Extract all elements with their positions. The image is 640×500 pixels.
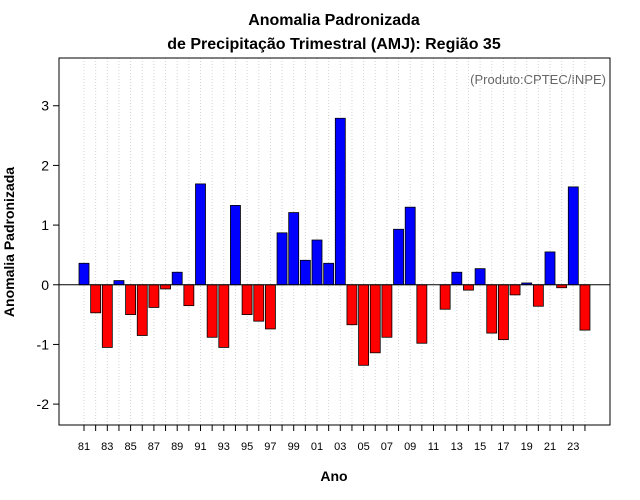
bar-91 <box>195 183 206 286</box>
bar-15 <box>474 268 486 286</box>
bar-89 <box>171 271 183 286</box>
x-tick-label: 01 <box>311 441 323 453</box>
x-tick-label: 85 <box>124 441 136 453</box>
y-tick-label: 2 <box>41 157 49 173</box>
bar-14 <box>463 284 474 291</box>
bar-98 <box>276 232 288 286</box>
bar-16 <box>486 284 498 334</box>
bar-02 <box>323 262 335 286</box>
bar-96 <box>253 284 265 322</box>
x-tick-label: 13 <box>451 441 463 453</box>
x-tick-label: 91 <box>194 441 206 453</box>
bar-20 <box>532 284 544 307</box>
bar-21 <box>544 251 556 286</box>
bar-10 <box>416 284 428 344</box>
bar-00 <box>299 259 311 286</box>
x-axis-title: Ano <box>320 468 347 484</box>
y-axis-title: Anomalia Padronizada <box>1 167 17 317</box>
bar-03 <box>334 117 346 286</box>
bar-08 <box>393 228 404 286</box>
x-tick-label: 95 <box>241 441 253 453</box>
x-tick-label: 09 <box>404 441 416 453</box>
bar-92 <box>206 284 218 338</box>
x-tick-label: 23 <box>567 441 579 453</box>
bar-24 <box>579 284 591 331</box>
bar-82 <box>90 284 102 314</box>
bar-17 <box>497 284 509 341</box>
bar-81 <box>78 262 90 286</box>
plot-frame <box>58 57 611 426</box>
y-tick-label: 0 <box>41 277 49 293</box>
bar-23 <box>567 186 579 286</box>
y-tick-label: 3 <box>41 98 49 114</box>
x-tick-label: 19 <box>521 441 533 453</box>
x-tick-label: 11 <box>428 441 439 453</box>
bar-12 <box>439 284 451 310</box>
x-tick-label: 83 <box>101 441 113 453</box>
y-tick-label: 1 <box>41 217 49 233</box>
bar-94 <box>230 204 241 286</box>
x-tick-label: 05 <box>357 441 369 453</box>
bar-95 <box>241 284 253 316</box>
bar-09 <box>404 206 416 286</box>
bar-06 <box>369 284 381 354</box>
bar-85 <box>125 284 136 316</box>
x-tick-label: 07 <box>381 441 393 453</box>
x-tick-label: 81 <box>78 441 90 453</box>
bar-18 <box>509 284 521 296</box>
bar-07 <box>381 284 393 338</box>
x-tick-label: 93 <box>218 441 230 453</box>
chart-title-line2: de Precipitação Trimestral (AMJ): Região… <box>167 36 501 53</box>
bar-05 <box>358 284 370 366</box>
x-tick-label: 97 <box>264 441 276 453</box>
bar-86 <box>136 284 148 336</box>
x-tick-label: 21 <box>544 441 556 453</box>
chart-title-line1: Anomalia Padronizada <box>248 12 420 29</box>
grid-layer <box>83 58 586 425</box>
bar-88 <box>160 284 171 290</box>
bar-04 <box>346 284 358 326</box>
x-tick-label: 89 <box>171 441 183 453</box>
x-tick-label: 99 <box>288 441 300 453</box>
bar-93 <box>218 284 230 348</box>
bar-84 <box>113 280 125 286</box>
bars-layer <box>78 117 591 366</box>
bar-13 <box>451 271 463 286</box>
x-tick-label: 17 <box>497 441 509 453</box>
x-tick-label: 87 <box>148 441 160 453</box>
x-tick-label: 15 <box>474 441 486 453</box>
y-tick-label: -1 <box>37 336 50 352</box>
bar-97 <box>264 284 276 330</box>
bar-99 <box>288 212 300 286</box>
bar-90 <box>183 284 195 307</box>
x-tick-label: 03 <box>334 441 346 453</box>
y-tick-label: -2 <box>37 396 50 412</box>
bar-01 <box>311 239 323 286</box>
bar-83 <box>101 284 113 348</box>
bar-87 <box>148 284 160 308</box>
